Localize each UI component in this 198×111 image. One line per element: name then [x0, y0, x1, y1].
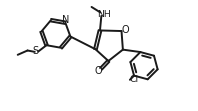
- Text: N: N: [62, 15, 69, 25]
- Text: Cl: Cl: [130, 75, 139, 84]
- Text: S: S: [32, 46, 39, 56]
- Text: O: O: [95, 66, 102, 76]
- Text: O: O: [121, 25, 129, 35]
- Text: NH: NH: [97, 10, 110, 19]
